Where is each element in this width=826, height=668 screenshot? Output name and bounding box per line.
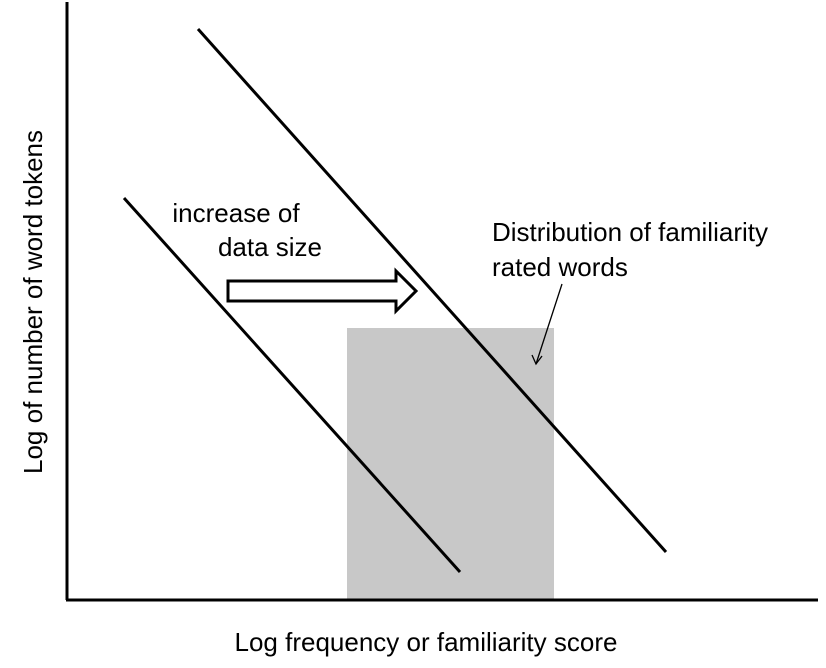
y-axis-label: Log of number of word tokens — [18, 130, 48, 474]
distribution-label-line1: Distribution of familiarity — [492, 217, 768, 247]
increase-label-line2: data size — [218, 232, 322, 262]
pointer-arrowhead — [531, 354, 543, 366]
pointer-arrow — [535, 283, 563, 365]
familiarity-distribution-region — [347, 328, 554, 600]
large-data-line — [196, 27, 668, 554]
increase-label-line1: increase of — [172, 198, 300, 228]
x-axis-label: Log frequency or familiarity score — [235, 627, 618, 657]
increase-arrow — [226, 267, 419, 315]
distribution-label-line2: rated words — [492, 252, 628, 282]
small-data-line — [122, 196, 462, 574]
